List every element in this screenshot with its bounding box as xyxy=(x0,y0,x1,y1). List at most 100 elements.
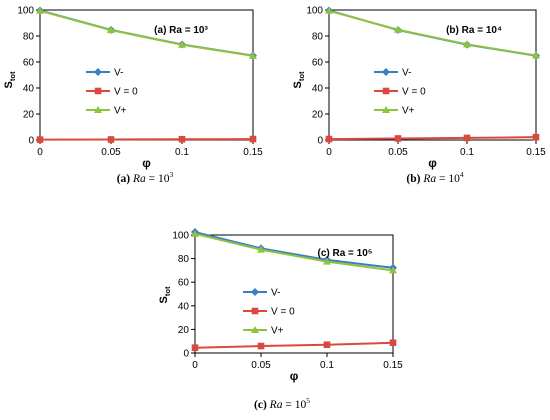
data-point-v-zero xyxy=(191,344,199,351)
legend-marker-v-minus xyxy=(251,288,259,296)
x-tick-label: 0 xyxy=(326,147,332,158)
y-tick-label: 20 xyxy=(23,110,35,121)
data-point-v-plus xyxy=(325,6,333,14)
legend-label-v-minus: V- xyxy=(402,68,411,79)
x-tick-label: 0.15 xyxy=(383,360,403,371)
panel-annotation: (a) Ra = 10³ xyxy=(154,25,208,36)
y-tick-label: 0 xyxy=(317,136,323,147)
data-point-v-zero xyxy=(107,136,115,143)
x-tick-label: 0.1 xyxy=(320,360,334,371)
panel-annotation: (c) Ra = 10⁵ xyxy=(318,248,373,259)
series-line-v-minus xyxy=(328,9,537,57)
data-point-v-zero xyxy=(257,342,265,350)
legend-marker-v-zero xyxy=(94,87,102,95)
data-point-v-zero xyxy=(323,341,331,349)
data-point-v-zero xyxy=(394,135,402,142)
y-tick-label: 0 xyxy=(183,349,189,360)
legend-label-v-zero: V = 0 xyxy=(402,87,426,98)
data-point-v-plus xyxy=(463,40,471,48)
data-point-v-zero xyxy=(532,133,540,141)
panel-annotation: (b) Ra = 10⁴ xyxy=(446,25,502,36)
y-tick-label: 100 xyxy=(17,6,34,17)
chart-panel-c: 0 20 40 60 80 100 0 0.05 0.1 0.15 φ Stot (c) Ra = 10… xyxy=(158,228,403,411)
y-tick-label: 60 xyxy=(178,278,190,289)
data-point-v-plus xyxy=(532,51,540,59)
legend-label-v-plus: V+ xyxy=(402,106,415,117)
y-tick-label: 40 xyxy=(312,84,324,95)
legend-label-v-plus: V+ xyxy=(114,106,127,117)
x-tick-label: 0 xyxy=(37,147,43,158)
data-point-v-plus xyxy=(257,245,265,253)
y-tick-label: 20 xyxy=(312,110,324,121)
y-tick-label: 40 xyxy=(23,84,35,95)
x-axis-label: φ xyxy=(290,369,299,383)
data-point-v-zero xyxy=(249,135,257,143)
y-tick-label: 20 xyxy=(178,325,190,336)
data-point-v-zero xyxy=(463,134,471,142)
x-axis-label: φ xyxy=(428,156,437,170)
x-tick-label: 0.05 xyxy=(388,147,408,158)
figure-caption: (a) Ra = 103 xyxy=(117,170,174,185)
x-tick-label: 0.05 xyxy=(101,147,121,158)
data-point-v-plus xyxy=(107,26,115,34)
series-line-v-plus xyxy=(39,9,254,57)
data-point-v-plus xyxy=(249,51,257,59)
data-point-v-zero xyxy=(325,135,333,143)
y-tick-label: 100 xyxy=(306,6,323,17)
x-tick-label: 0.05 xyxy=(251,360,271,371)
figure-caption: (c) Ra = 105 xyxy=(254,396,310,411)
figure-caption: (b) Ra = 104 xyxy=(406,170,463,185)
y-tick-label: 60 xyxy=(312,58,324,69)
series-line-v-minus xyxy=(39,9,254,57)
legend-label-v-zero: V = 0 xyxy=(271,307,295,318)
x-tick-label: 0.1 xyxy=(175,147,189,158)
x-tick-label: 0.15 xyxy=(526,147,546,158)
legend-marker-v-zero xyxy=(382,87,390,95)
y-axis-label: Stot xyxy=(158,286,172,303)
series-line-v-plus xyxy=(328,9,537,57)
legend-marker-v-plus xyxy=(251,326,259,333)
data-point-v-plus xyxy=(389,266,397,274)
data-point-v-zero xyxy=(36,136,44,143)
data-point-v-zero xyxy=(178,135,186,143)
data-point-v-plus xyxy=(191,229,199,237)
plot-area xyxy=(194,234,394,354)
y-tick-label: 80 xyxy=(312,32,324,43)
data-point-v-plus xyxy=(394,25,402,33)
y-axis-label: Stot xyxy=(292,71,306,88)
y-tick-label: 100 xyxy=(172,231,189,242)
x-tick-label: 0.1 xyxy=(460,147,474,158)
series-line-v-zero xyxy=(328,136,537,141)
chart-panel-a: 0 20 40 60 80 100 0 0.05 0.1 0.15 φ Stot (a) Ra = 10… xyxy=(3,6,263,186)
series-line-v-zero xyxy=(194,341,394,349)
chart-panel-b: 0 20 40 60 80 100 0 0.05 0.1 0.15 φ Stot (b) Ra = 10… xyxy=(292,6,546,186)
legend-marker-v-zero xyxy=(251,307,259,315)
y-tick-label: 80 xyxy=(23,32,35,43)
plot-area xyxy=(328,9,537,141)
y-tick-label: 40 xyxy=(178,301,190,312)
legend-label-v-minus: V- xyxy=(114,68,123,79)
x-tick-label: 0.15 xyxy=(243,147,263,158)
series-line-v-plus xyxy=(194,232,394,272)
data-point-v-plus xyxy=(178,40,186,48)
data-point-v-plus xyxy=(36,6,44,14)
legend-label-v-minus: V- xyxy=(271,288,280,299)
legend-label-v-zero: V = 0 xyxy=(114,87,138,98)
legend-marker-v-plus xyxy=(94,106,102,113)
x-axis-label: φ xyxy=(142,156,151,170)
x-tick-label: 0 xyxy=(192,360,198,371)
series-line-v-zero xyxy=(39,138,254,141)
plot-area xyxy=(39,9,254,141)
series-line-v-minus xyxy=(194,231,394,269)
y-tick-label: 80 xyxy=(178,254,190,265)
data-point-v-zero xyxy=(389,339,397,347)
y-tick-label: 0 xyxy=(28,136,34,147)
data-point-v-plus xyxy=(323,257,331,265)
legend-marker-v-plus xyxy=(382,106,390,113)
legend-label-v-plus: V+ xyxy=(271,326,284,337)
legend-marker-v-minus xyxy=(382,68,390,76)
y-axis-label: Stot xyxy=(3,71,17,88)
legend-marker-v-minus xyxy=(94,68,102,76)
y-tick-label: 60 xyxy=(23,58,35,69)
